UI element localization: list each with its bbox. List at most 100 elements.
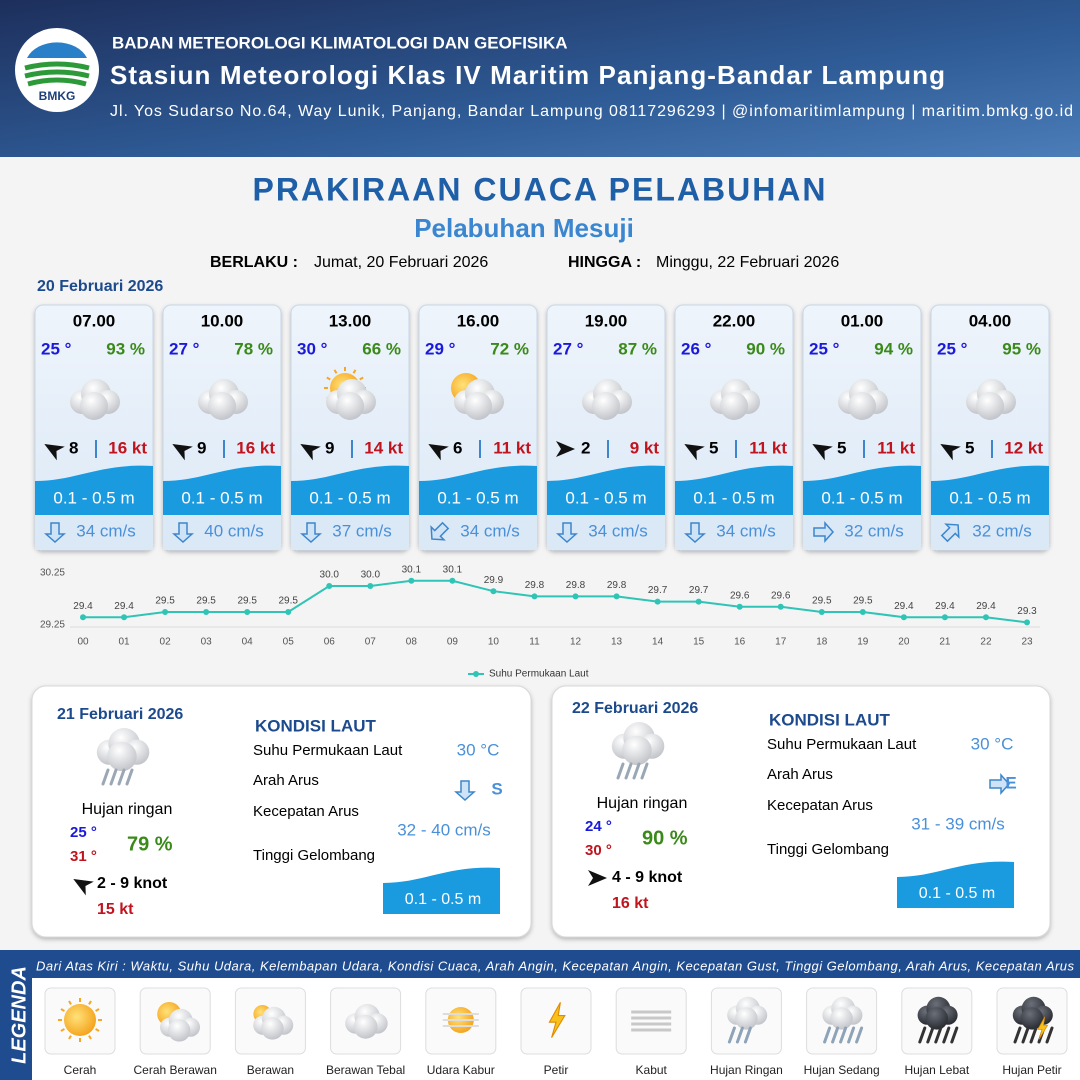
- value-label: 29.9: [484, 575, 504, 586]
- x-tick-label: 19: [857, 637, 869, 648]
- gust: 15 kt: [97, 901, 134, 918]
- sst-point: [941, 614, 948, 621]
- cloud-icon: [710, 379, 760, 420]
- rain-drop: [616, 762, 625, 780]
- x-tick-label: 11: [529, 637, 540, 648]
- cloud-part: [976, 392, 1004, 420]
- sun-icon: [58, 998, 102, 1042]
- x-tick-label: 01: [118, 637, 130, 648]
- legend-item: Hujan Ringan: [710, 1063, 783, 1077]
- value-label: 29.5: [812, 596, 832, 607]
- x-tick-label: 09: [447, 637, 459, 648]
- rain-drop: [727, 1026, 736, 1044]
- current-speed: 32 - 40 cm/s: [397, 820, 491, 839]
- cloud-part: [830, 1007, 853, 1030]
- air-temperature: 25 °: [41, 339, 72, 358]
- rain-drop: [926, 1026, 935, 1044]
- wave-height: 0.1 - 0.5 m: [53, 488, 134, 507]
- cloud-part: [353, 1014, 378, 1039]
- cloud-part: [261, 1017, 284, 1040]
- rain-drop: [109, 768, 118, 786]
- legend-item: Berawan: [247, 1063, 294, 1077]
- gust-speed: 11 kt: [749, 438, 787, 457]
- humidity: 72 %: [490, 339, 529, 358]
- rain-drop: [101, 768, 110, 786]
- time: 22.00: [713, 311, 756, 330]
- cloud-icon: [727, 996, 768, 1030]
- wind-speed: 9: [197, 438, 206, 457]
- outlook-date: 22 Februari 2026: [572, 700, 698, 717]
- legend-marker: [473, 671, 479, 677]
- rain-drop: [855, 1026, 864, 1044]
- time: 13.00: [329, 311, 372, 330]
- sst-point: [736, 603, 743, 610]
- legend-item: Kabut: [636, 1063, 668, 1077]
- wind-arrow: [44, 444, 65, 461]
- humidity: 79 %: [127, 833, 173, 855]
- rain-drop: [1013, 1026, 1022, 1044]
- legend-item: Hujan Sedang: [804, 1063, 880, 1077]
- gust-speed: 12 kt: [1004, 438, 1043, 457]
- value-label: 29.7: [648, 585, 668, 596]
- gust-speed: 11 kt: [877, 438, 915, 457]
- value-label: 29.8: [566, 580, 586, 591]
- wave-band: [547, 465, 665, 515]
- x-tick-label: 14: [652, 637, 664, 648]
- value-label: 30.1: [443, 564, 463, 575]
- gust-speed: 14 kt: [364, 438, 403, 457]
- gust-speed: 16 kt: [236, 438, 275, 457]
- bolt: [1037, 1016, 1049, 1040]
- wave-height: 0.1 - 0.5 m: [565, 488, 646, 507]
- cloud-part: [208, 392, 236, 420]
- rain-drop: [632, 762, 641, 780]
- x-tick-label: 18: [816, 637, 828, 648]
- legend-item: Hujan Lebat: [904, 1063, 969, 1077]
- wind-arrow: [684, 444, 705, 461]
- label: Tinggi Gelombang: [767, 841, 889, 858]
- value-label: 29.6: [730, 590, 750, 601]
- current-arrow: [430, 521, 450, 541]
- time: 19.00: [585, 311, 628, 330]
- x-tick-label: 21: [939, 637, 951, 648]
- sst: 30 °C: [971, 734, 1014, 753]
- current-speed: 34 cm/s: [460, 521, 520, 540]
- cloud-icon: [160, 1008, 200, 1042]
- header-bg: [0, 0, 1080, 157]
- value-label: 29.4: [894, 601, 914, 612]
- legend-icon-box: [615, 987, 687, 1055]
- sst-point: [408, 577, 415, 584]
- rain-drop: [918, 1026, 927, 1044]
- value-label: 29.4: [73, 601, 93, 612]
- humidity: 90 %: [746, 339, 785, 358]
- cloud-icon: [198, 379, 248, 420]
- sst-point: [367, 583, 374, 589]
- wind-speed: 9: [325, 438, 334, 457]
- rain-drop: [823, 1026, 832, 1044]
- air-temperature: 27 °: [553, 339, 584, 358]
- x-tick-label: 23: [1021, 637, 1033, 648]
- value-label: 29.6: [771, 590, 791, 601]
- current-direction: E: [1005, 773, 1016, 792]
- wind: 4 - 9 knot: [612, 869, 683, 886]
- sst-point: [326, 583, 333, 589]
- rain-drop: [1021, 1026, 1030, 1044]
- current-speed: 32 cm/s: [972, 521, 1032, 540]
- sst-point: [572, 593, 579, 600]
- legend-item: Cerah Berawan: [134, 1063, 217, 1077]
- current-arrow: [989, 773, 1011, 795]
- current-speed: 34 cm/s: [716, 521, 776, 540]
- cloud-icon: [253, 1006, 294, 1040]
- value-label: 29.5: [196, 596, 216, 607]
- sst-point: [900, 614, 907, 621]
- sun-ray: [60, 1008, 65, 1012]
- rain-drop: [1045, 1026, 1054, 1044]
- validity-to: Minggu, 22 Februari 2026: [656, 254, 839, 271]
- wind-arrow: [556, 441, 575, 457]
- x-tick-label: 20: [898, 637, 910, 648]
- cloud-part: [622, 735, 652, 766]
- validity-to-label: HINGGA :: [568, 254, 641, 271]
- validity-from-label: BERLAKU :: [210, 254, 298, 271]
- wind-arrow: [588, 870, 607, 886]
- value-label: 30.1: [402, 564, 422, 575]
